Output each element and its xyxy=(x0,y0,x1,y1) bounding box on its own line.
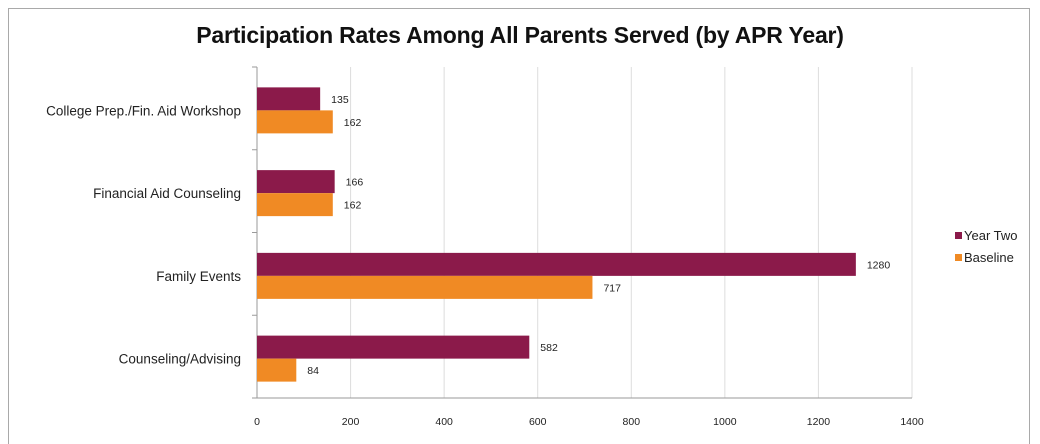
bar-baseline xyxy=(257,358,297,382)
legend-swatch xyxy=(955,232,962,239)
bars xyxy=(257,87,856,382)
x-tick-label: 0 xyxy=(254,416,260,428)
data-label: 166 xyxy=(346,177,364,189)
data-label: 135 xyxy=(331,94,349,106)
gridlines xyxy=(350,67,913,398)
category-label: Financial Aid Counseling xyxy=(93,186,241,201)
legend-label: Baseline xyxy=(964,250,1014,265)
bar-baseline xyxy=(257,275,593,299)
bar-year-two xyxy=(257,335,530,359)
data-label: 84 xyxy=(307,365,319,377)
legend-label: Year Two xyxy=(964,228,1018,243)
chart-title: Participation Rates Among All Parents Se… xyxy=(196,22,844,48)
category-label: Family Events xyxy=(156,269,241,284)
bar-year-two xyxy=(257,252,856,276)
chart-frame xyxy=(8,8,1030,444)
x-tick-label: 600 xyxy=(529,416,547,428)
data-label: 162 xyxy=(344,117,362,129)
category-label: College Prep./Fin. Aid Workshop xyxy=(46,103,241,118)
category-label: Counseling/Advising xyxy=(119,352,241,367)
x-tick-label: 800 xyxy=(623,416,641,428)
category-labels: College Prep./Fin. Aid Workshop Financial… xyxy=(46,103,241,366)
bar-baseline xyxy=(257,193,333,217)
x-tick-label: 1400 xyxy=(900,416,924,428)
x-tick-labels: 0 200 400 600 800 1000 1200 1400 xyxy=(254,416,924,428)
data-label: 162 xyxy=(344,200,362,212)
bar-year-two xyxy=(257,170,335,194)
data-label: 717 xyxy=(603,282,621,294)
x-tick-label: 400 xyxy=(435,416,453,428)
x-tick-label: 200 xyxy=(342,416,360,428)
x-tick-label: 1000 xyxy=(713,416,737,428)
x-tick-label: 1200 xyxy=(807,416,831,428)
data-label: 582 xyxy=(540,342,558,354)
legend-swatch xyxy=(955,254,962,261)
data-label: 1280 xyxy=(867,259,891,271)
bar-year-two xyxy=(257,87,321,111)
legend: Year Two Baseline xyxy=(955,228,1018,265)
data-labels: 135 162 166 162 1280 717 582 84 xyxy=(307,94,890,377)
bar-baseline xyxy=(257,110,333,134)
